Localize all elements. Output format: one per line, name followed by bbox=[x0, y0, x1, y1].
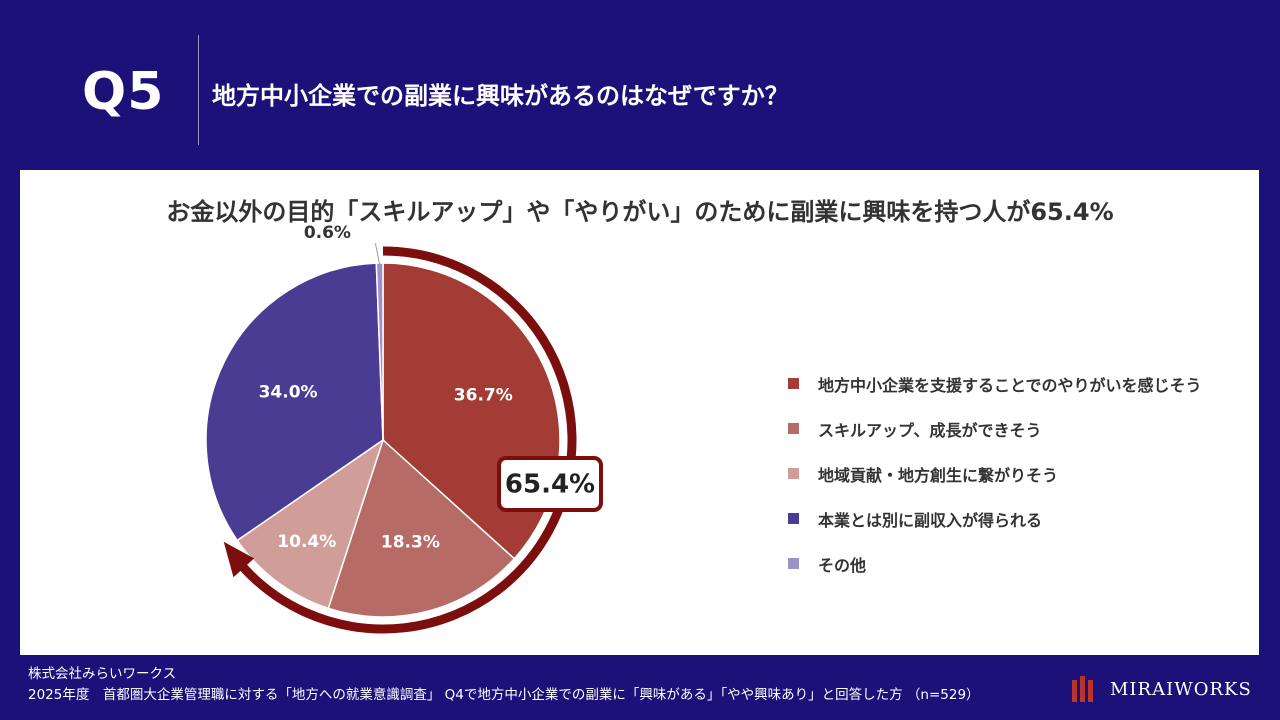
logo-bar bbox=[1080, 676, 1085, 702]
legend-swatch bbox=[788, 558, 799, 569]
chart-legend: 地方中小企業を支援することでのやりがいを感じそう スキルアップ、成長ができそう 地域… bbox=[788, 361, 1202, 586]
callout-arrowhead bbox=[223, 541, 255, 578]
callout-value: 65.4% bbox=[505, 470, 595, 500]
logo-bar bbox=[1088, 680, 1093, 702]
slice-value-label: 0.6% bbox=[304, 223, 351, 243]
legend-label: 地域貢献・地方創生に繋がりそう bbox=[818, 465, 1059, 485]
callout-arc bbox=[231, 246, 577, 634]
pie-slice bbox=[205, 262, 384, 542]
legend-item: 本業とは別に副収入が得られる bbox=[788, 496, 1202, 541]
logo-bar bbox=[1072, 680, 1077, 702]
company-logo: MIRAIWORKS bbox=[1070, 676, 1252, 702]
legend-swatch bbox=[788, 468, 799, 479]
legend-item: その他 bbox=[788, 541, 1202, 586]
legend-swatch bbox=[788, 423, 799, 434]
slice-value-label: 36.7% bbox=[454, 385, 513, 405]
chart-title: お金以外の目的「スキルアップ」や「やりがい」のために副業に興味を持つ人が65.4… bbox=[166, 198, 1114, 226]
legend-item: 地域貢献・地方創生に繋がりそう bbox=[788, 451, 1202, 496]
legend-label: 本業とは別に副収入が得られる bbox=[818, 510, 1043, 530]
footer: 株式会社みらいワークス 2025年度 首都圏大企業管理職に対する「地方への就業意… bbox=[28, 664, 980, 706]
slice-value-label: 34.0% bbox=[259, 382, 318, 402]
header-divider bbox=[198, 35, 199, 145]
logo-name: MIRAIWORKS bbox=[1110, 678, 1252, 700]
legend-item: 地方中小企業を支援することでのやりがいを感じそう bbox=[788, 361, 1202, 406]
leader-line bbox=[374, 242, 381, 266]
question-title: 地方中小企業での副業に興味があるのはなぜですか？ bbox=[212, 82, 789, 110]
slice-value-label: 10.4% bbox=[277, 532, 336, 552]
legend-swatch bbox=[788, 513, 799, 524]
question-number: Q5 bbox=[82, 62, 165, 122]
callout-box bbox=[497, 456, 603, 512]
footer-company: 株式会社みらいワークス bbox=[28, 666, 177, 682]
legend-item: スキルアップ、成長ができそう bbox=[788, 406, 1202, 451]
legend-label: その他 bbox=[818, 555, 867, 575]
slice-value-label: 18.3% bbox=[381, 533, 440, 553]
footer-source: 2025年度 首都圏大企業管理職に対する「地方への就業意識調査」 Q4で地方中小… bbox=[28, 687, 980, 703]
legend-swatch bbox=[788, 378, 799, 389]
logo-mark-icon bbox=[1072, 676, 1093, 702]
legend-label: 地方中小企業を支援することでのやりがいを感じそう bbox=[818, 375, 1202, 395]
pie-slice bbox=[327, 438, 516, 618]
legend-label: スキルアップ、成長ができそう bbox=[818, 420, 1042, 440]
pie-slice bbox=[236, 438, 385, 610]
